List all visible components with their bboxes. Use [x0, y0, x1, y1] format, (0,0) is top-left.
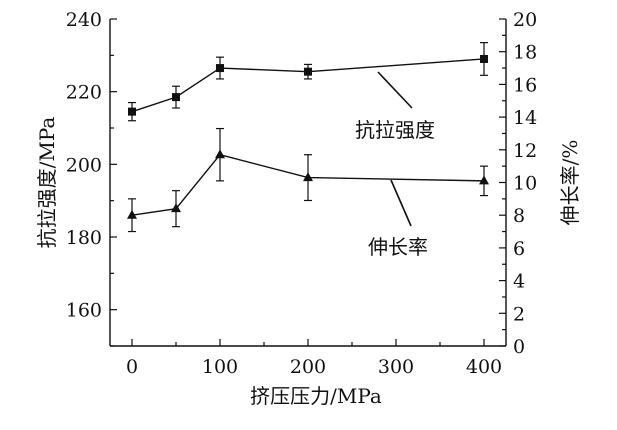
data-point	[479, 175, 489, 185]
data-point	[171, 203, 181, 213]
x-tick-label-200: 200	[290, 356, 326, 378]
left-y-axis-title: 抗拉强度/MPa	[35, 117, 59, 249]
series-elongation	[127, 127, 489, 233]
data-point	[216, 64, 224, 73]
right-y-tick-label-2: 2	[513, 303, 525, 325]
annotation-label: 伸长率	[368, 235, 428, 259]
data-point	[304, 67, 312, 76]
x-tick-label-0: 0	[126, 356, 138, 378]
right-y-tick-label-12: 12	[513, 140, 537, 162]
x-axis-title: 挤压压力/MPa	[250, 384, 382, 408]
left-y-tick-label-220: 220	[66, 82, 102, 104]
left-y-tick-label-180: 180	[66, 227, 102, 249]
left-y-tick-label-160: 160	[66, 300, 102, 322]
annotation-leader	[377, 71, 413, 109]
right-y-tick-label-14: 14	[513, 107, 537, 129]
right-y-tick-label-0: 0	[513, 336, 525, 358]
right-y-tick-label-8: 8	[513, 205, 525, 227]
series	[127, 42, 489, 233]
right-y-tick-label-4: 4	[513, 271, 525, 293]
left-y-tick-label-200: 200	[66, 154, 102, 176]
data-point	[303, 172, 313, 182]
data-point	[215, 149, 225, 159]
data-point	[127, 209, 137, 219]
right-y-tick-label-6: 6	[513, 238, 525, 260]
x-tick-label-100: 100	[202, 356, 238, 378]
annotation-label: 抗拉强度	[355, 118, 435, 142]
right-y-tick-label-16: 16	[513, 74, 537, 96]
data-point	[128, 107, 136, 116]
right-y-tick-label-20: 20	[513, 9, 537, 31]
annotation-leader	[390, 179, 412, 227]
series-tensile-strength	[128, 42, 488, 122]
data-point	[480, 54, 488, 63]
right-y-tick-label-18: 18	[513, 42, 537, 64]
ticks: 0 100 200 300 400 160 180 200 220 240 0 2 4 6 8 10 12 14 1…	[66, 9, 537, 378]
x-tick-label-400: 400	[466, 356, 502, 378]
left-y-tick-label-240: 240	[66, 9, 102, 31]
x-tick-label-300: 300	[378, 356, 414, 378]
data-point	[172, 93, 180, 102]
right-y-tick-label-10: 10	[513, 173, 537, 195]
right-y-axis-title: 伸长率/%	[558, 140, 582, 226]
